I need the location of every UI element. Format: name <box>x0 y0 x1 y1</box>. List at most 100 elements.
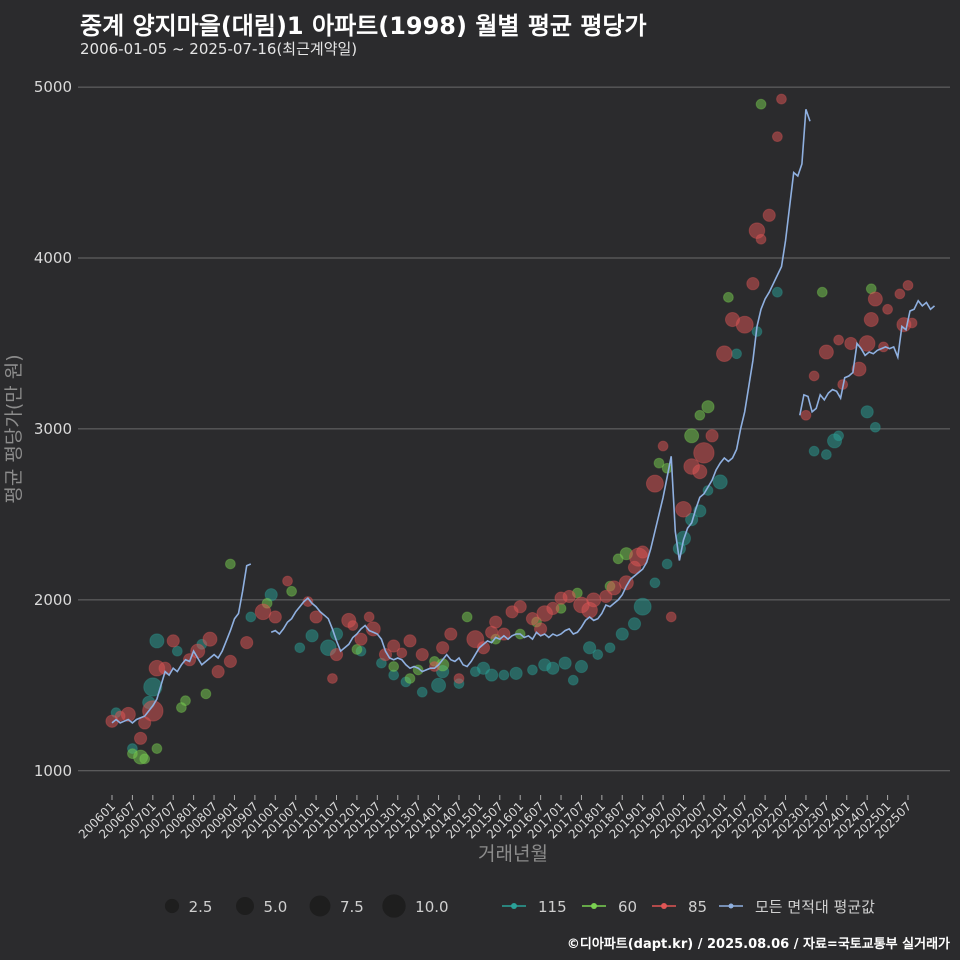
point-60 <box>388 661 400 672</box>
point-115 <box>558 656 572 670</box>
point-60 <box>200 688 212 700</box>
point-85 <box>562 589 576 604</box>
avg-line-segment <box>270 109 811 673</box>
point-60 <box>653 457 665 469</box>
point-85 <box>166 634 180 648</box>
point-85 <box>858 335 876 352</box>
point-85 <box>675 500 692 518</box>
point-60 <box>461 611 473 623</box>
point-85 <box>776 93 787 105</box>
point-115 <box>615 627 629 641</box>
point-60 <box>816 286 828 298</box>
point-60 <box>139 753 151 765</box>
legend-size-label: 10.0 <box>415 898 448 916</box>
legend-color-dot <box>511 903 517 909</box>
point-85 <box>223 654 237 668</box>
point-60 <box>351 644 363 655</box>
point-85 <box>818 344 834 360</box>
point-115 <box>820 449 832 460</box>
point-115 <box>546 661 560 675</box>
point-85 <box>396 647 408 659</box>
point-85 <box>282 575 293 587</box>
point-60 <box>286 585 298 597</box>
chart-title: 중계 양지마을(대림)1 아파트(1998) 월별 평균 평당가 <box>80 12 647 40</box>
point-85 <box>211 665 225 679</box>
point-60 <box>684 428 700 444</box>
point-60 <box>224 558 236 570</box>
point-60 <box>151 743 163 754</box>
point-85 <box>525 612 540 626</box>
point-85 <box>716 345 733 363</box>
point-85 <box>606 580 622 596</box>
point-115 <box>833 430 845 442</box>
point-85 <box>453 673 465 684</box>
point-115 <box>808 445 820 457</box>
point-115 <box>294 642 306 654</box>
point-115 <box>305 629 319 643</box>
y-axis-title: 평균 평당가(만 원) <box>3 354 25 503</box>
point-85 <box>387 639 401 653</box>
point-85 <box>363 611 375 623</box>
point-85 <box>771 131 783 143</box>
x-axis-title: 거래년월 <box>478 843 548 865</box>
legend-size-dot <box>309 895 331 917</box>
point-85 <box>902 279 914 291</box>
point-115 <box>245 611 257 623</box>
point-85 <box>851 361 867 377</box>
point-85 <box>120 706 136 722</box>
point-60 <box>701 400 715 414</box>
point-115 <box>567 674 579 686</box>
point-85 <box>844 336 858 351</box>
point-60 <box>755 98 767 110</box>
point-85 <box>586 592 602 608</box>
point-85 <box>513 600 527 614</box>
avg-line-segment <box>799 299 936 416</box>
point-85 <box>403 634 417 648</box>
point-85 <box>202 631 218 647</box>
point-115 <box>431 677 447 693</box>
point-115 <box>582 641 597 655</box>
y-axis-ticks: 1000 2000 3000 4000 5000 <box>34 78 72 780</box>
point-60 <box>404 673 416 684</box>
point-85 <box>347 620 359 631</box>
point-115 <box>604 642 616 654</box>
point-85 <box>645 474 664 493</box>
point-85 <box>240 635 254 650</box>
point-115 <box>712 474 728 490</box>
point-85 <box>833 334 845 346</box>
point-85 <box>133 731 148 745</box>
y-tick-label: 4000 <box>34 249 72 267</box>
point-115 <box>731 348 742 360</box>
legend-color-dot <box>661 903 667 909</box>
point-85 <box>762 208 776 222</box>
y-tick-label: 5000 <box>34 78 72 96</box>
point-85 <box>497 627 511 641</box>
point-115 <box>685 512 699 527</box>
grid-lines <box>78 86 950 772</box>
point-60 <box>661 462 673 474</box>
point-85 <box>894 288 906 300</box>
source-caption: ©디아파트(dapt.kr) / 2025.08.06 / 자료=국토교통부 실… <box>566 937 950 952</box>
y-tick-label: 3000 <box>34 420 72 438</box>
y-tick-label: 1000 <box>34 762 72 780</box>
point-85 <box>800 409 812 421</box>
point-115 <box>509 666 523 680</box>
legend-size-label: 5.0 <box>263 898 287 916</box>
legend-color-dot <box>591 903 597 909</box>
point-115 <box>149 633 165 649</box>
point-115 <box>527 664 538 676</box>
legend-color-dot <box>728 903 734 909</box>
point-85 <box>882 303 893 315</box>
point-85 <box>692 464 708 480</box>
legend-size-label: 7.5 <box>340 898 364 916</box>
point-115 <box>633 597 652 616</box>
point-85 <box>599 589 613 604</box>
point-85 <box>546 601 560 616</box>
legend-size-label: 2.5 <box>189 898 213 916</box>
point-85 <box>329 647 344 662</box>
point-115 <box>171 645 183 657</box>
legend-color-label: 115 <box>538 898 567 916</box>
point-85 <box>867 291 883 307</box>
point-85 <box>693 442 715 464</box>
legend-size-dot <box>236 897 254 915</box>
